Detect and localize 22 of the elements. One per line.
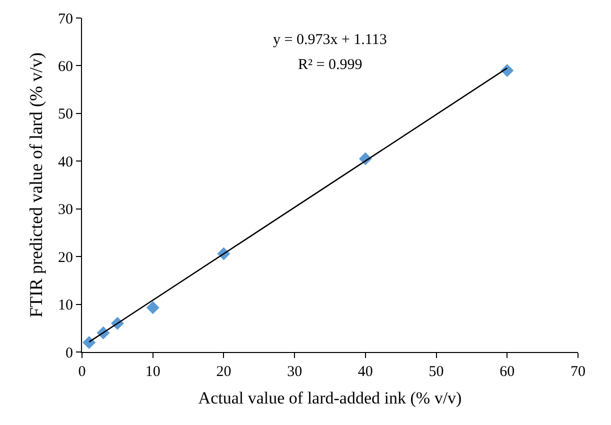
y-tick-label: 30 xyxy=(58,202,73,218)
y-axis-title: FTIR predicted value of lard (% v/v) xyxy=(26,52,46,318)
point xyxy=(146,301,160,314)
y-tick-label: 70 xyxy=(58,11,73,28)
x-tick-label: 60 xyxy=(500,364,515,380)
x-tick-label: 10 xyxy=(145,364,160,380)
annotation: R² = 0.999 xyxy=(298,57,362,73)
x-tick-label: 70 xyxy=(570,364,586,380)
y-tick-label: 40 xyxy=(58,154,73,170)
y-tick-label: 60 xyxy=(58,58,73,75)
x-tick-label: 20 xyxy=(216,364,232,380)
point xyxy=(82,336,96,349)
y-tick-label: 20 xyxy=(58,250,73,266)
x-axis-title: Actual value of lard-added ink (% v/v) xyxy=(198,388,462,408)
x-tick-label: 50 xyxy=(428,364,444,380)
y-tick-label: 50 xyxy=(58,106,73,123)
y-tick-label: 0 xyxy=(66,345,73,362)
x-tick-label: 30 xyxy=(287,364,302,380)
y-tick-label: 10 xyxy=(58,298,73,314)
x-tick-label: 40 xyxy=(358,364,373,380)
annotation: y = 0.973x + 1.113 xyxy=(273,32,387,48)
x-tick-label: 0 xyxy=(78,364,86,380)
